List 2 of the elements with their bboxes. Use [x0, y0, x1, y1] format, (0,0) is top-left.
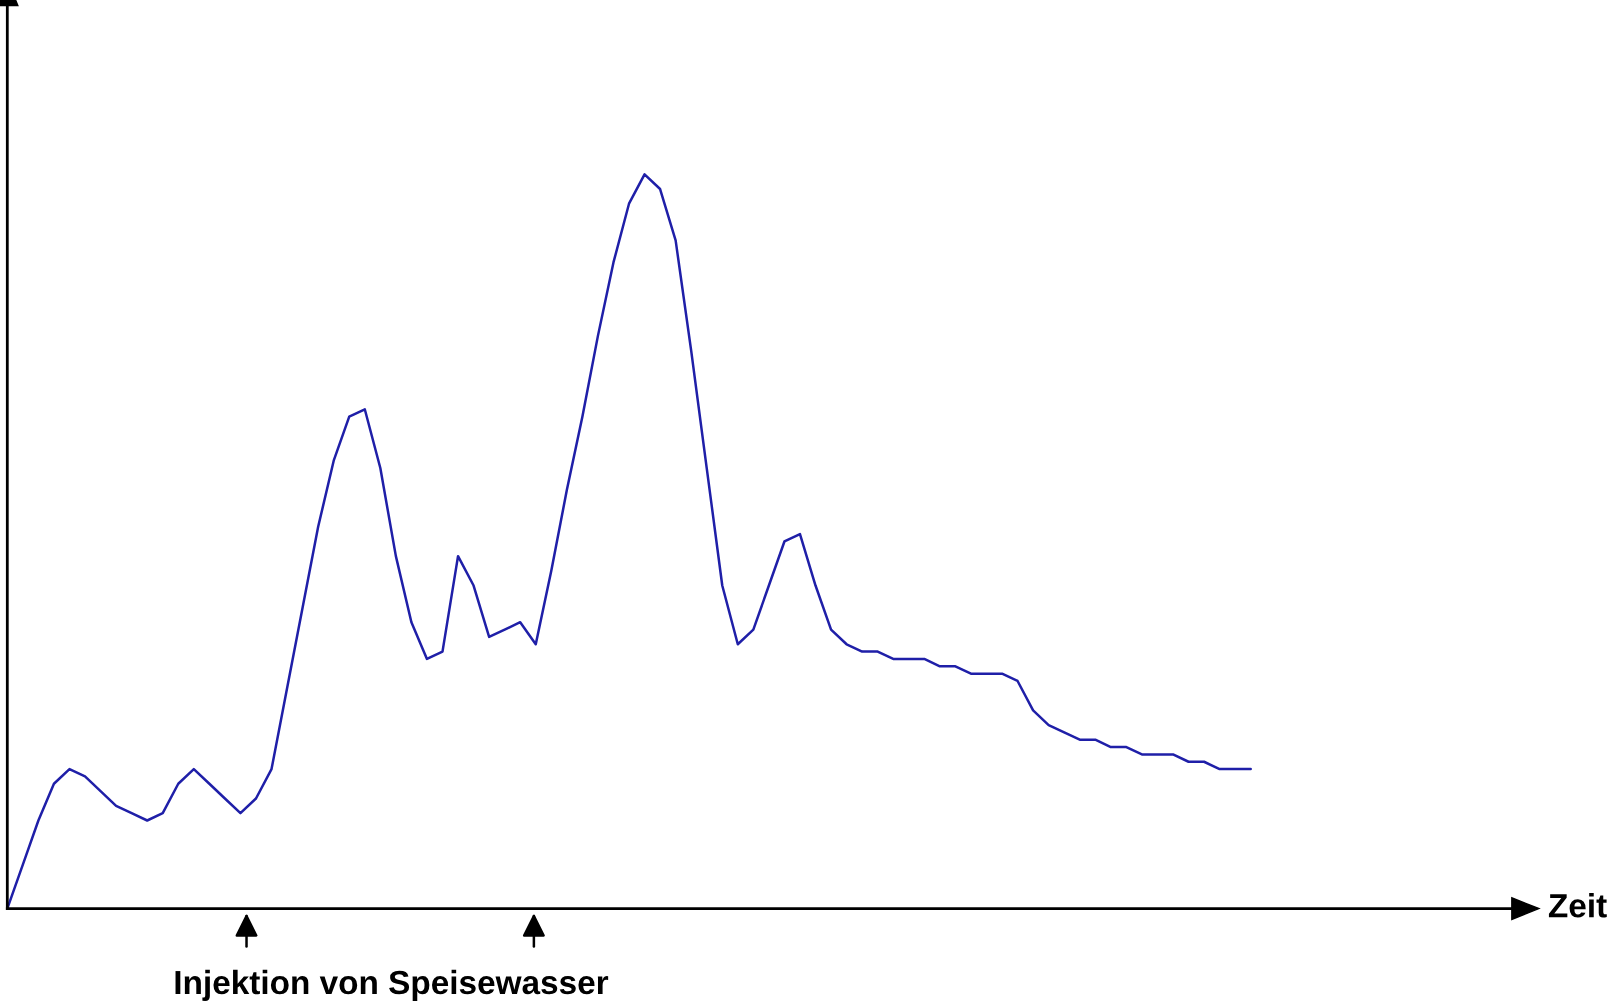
text: Injektion von Speisewasser [175, 969, 609, 1001]
text: Zeit [1548, 893, 1607, 918]
